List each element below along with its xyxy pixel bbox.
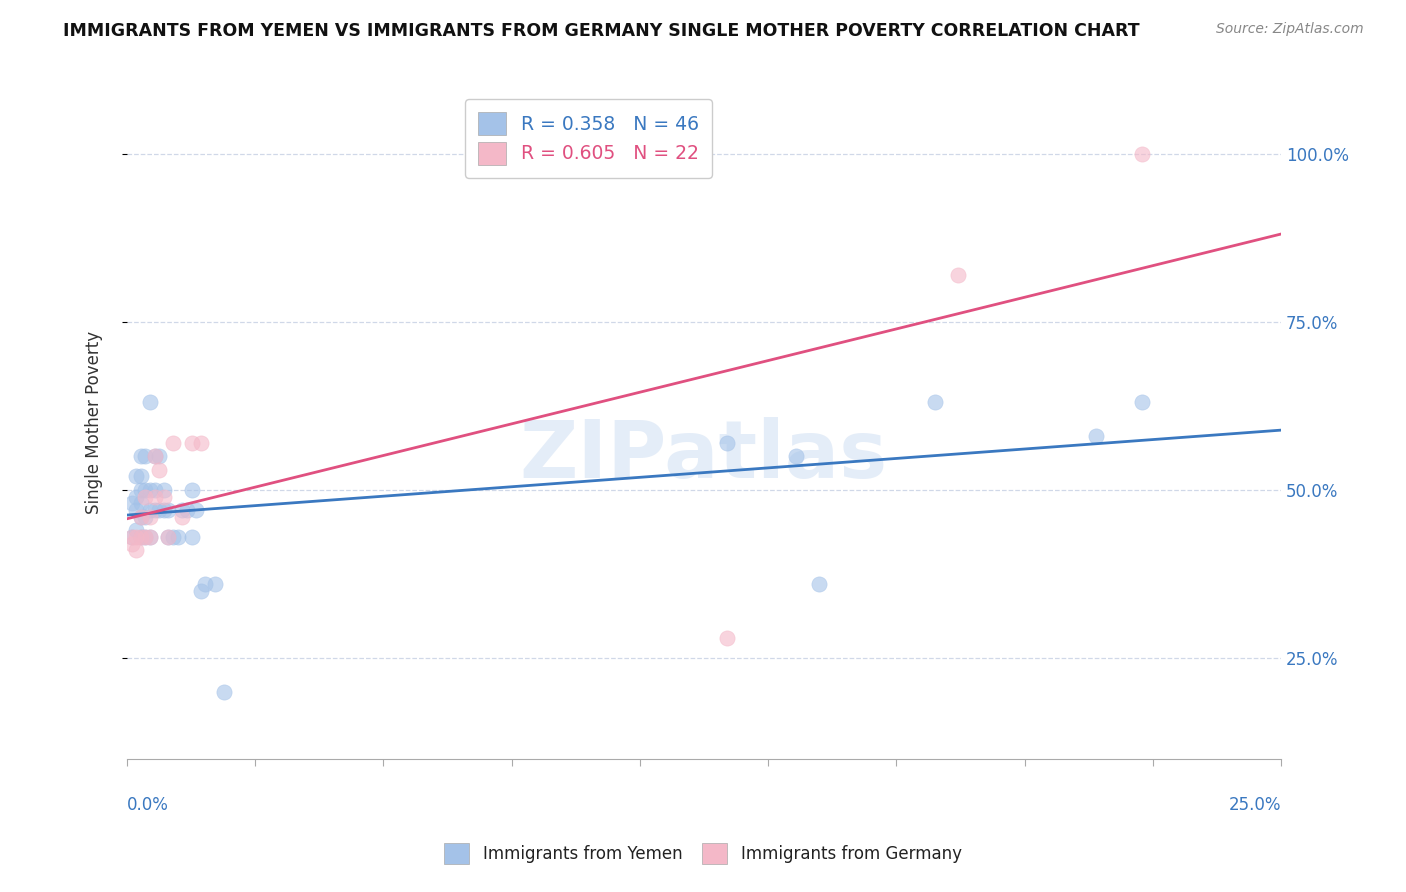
Text: 0.0%: 0.0% <box>127 796 169 814</box>
Point <box>190 435 212 450</box>
Point <box>1085 429 1108 443</box>
Point <box>129 509 152 524</box>
Point <box>172 503 194 517</box>
Point <box>134 530 156 544</box>
Point <box>121 530 143 544</box>
Point <box>1132 146 1154 161</box>
Text: 25.0%: 25.0% <box>1229 796 1281 814</box>
Point <box>143 483 166 497</box>
Point <box>134 449 156 463</box>
Text: IMMIGRANTS FROM YEMEN VS IMMIGRANTS FROM GERMANY SINGLE MOTHER POVERTY CORRELATI: IMMIGRANTS FROM YEMEN VS IMMIGRANTS FROM… <box>63 22 1140 40</box>
Point <box>148 449 170 463</box>
Point <box>172 509 194 524</box>
Point <box>1132 395 1154 409</box>
Point <box>157 530 180 544</box>
Point <box>176 503 198 517</box>
Point <box>143 449 166 463</box>
Point <box>125 530 148 544</box>
Point <box>129 469 152 483</box>
Point <box>121 536 143 550</box>
Point <box>139 530 162 544</box>
Point <box>194 577 217 591</box>
Point <box>134 509 156 524</box>
Point <box>143 490 166 504</box>
Point <box>204 577 226 591</box>
Point <box>125 543 148 558</box>
Point <box>157 530 180 544</box>
Point <box>134 530 156 544</box>
Point <box>143 449 166 463</box>
Point <box>134 483 156 497</box>
Point <box>180 435 202 450</box>
Point <box>129 449 152 463</box>
Point <box>186 503 208 517</box>
Point <box>139 530 162 544</box>
Point <box>153 483 176 497</box>
Point <box>153 503 176 517</box>
Point <box>129 483 152 497</box>
Point <box>139 509 162 524</box>
Point <box>166 530 188 544</box>
Point <box>125 469 148 483</box>
Point <box>212 684 235 698</box>
Point <box>139 395 162 409</box>
Point <box>121 496 143 510</box>
Point <box>125 503 148 517</box>
Point <box>143 503 166 517</box>
Point <box>148 463 170 477</box>
Text: ZIPatlas: ZIPatlas <box>520 417 889 495</box>
Point <box>134 490 156 504</box>
Point <box>121 530 143 544</box>
Point <box>808 577 831 591</box>
Legend: R = 0.358   N = 46, R = 0.605   N = 22: R = 0.358 N = 46, R = 0.605 N = 22 <box>465 99 713 178</box>
Point <box>716 435 738 450</box>
Y-axis label: Single Mother Poverty: Single Mother Poverty <box>86 331 103 514</box>
Text: Source: ZipAtlas.com: Source: ZipAtlas.com <box>1216 22 1364 37</box>
Point <box>129 496 152 510</box>
Point <box>190 583 212 598</box>
Point <box>129 530 152 544</box>
Legend: Immigrants from Yemen, Immigrants from Germany: Immigrants from Yemen, Immigrants from G… <box>437 837 969 871</box>
Point <box>162 530 184 544</box>
Point <box>162 435 184 450</box>
Point <box>139 503 162 517</box>
Point <box>125 523 148 537</box>
Point <box>148 503 170 517</box>
Point <box>946 268 969 282</box>
Point <box>153 490 176 504</box>
Point <box>129 530 152 544</box>
Point <box>125 490 148 504</box>
Point <box>180 530 202 544</box>
Point <box>924 395 946 409</box>
Point <box>157 503 180 517</box>
Point <box>180 483 202 497</box>
Point <box>785 449 807 463</box>
Point <box>139 483 162 497</box>
Point <box>716 631 738 645</box>
Point <box>129 509 152 524</box>
